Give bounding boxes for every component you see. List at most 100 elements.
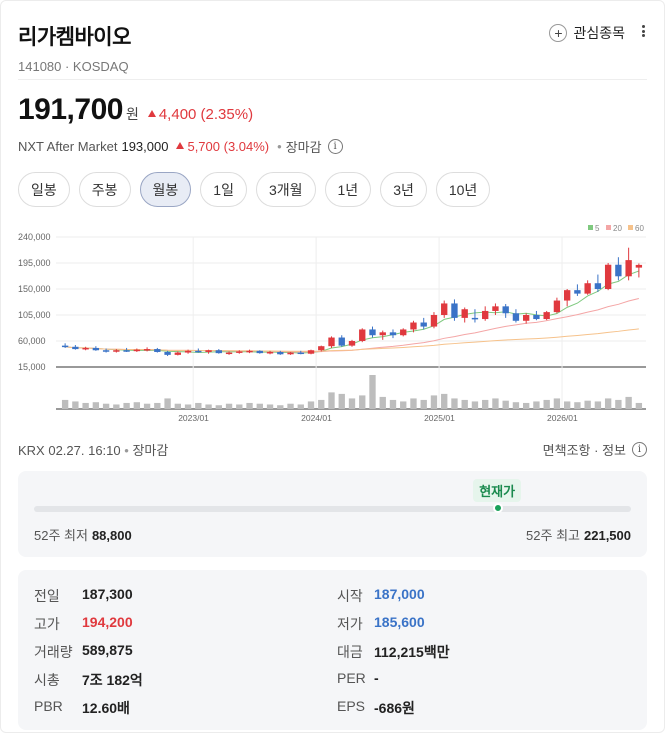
volume-bar bbox=[482, 399, 489, 409]
candle-body bbox=[522, 315, 530, 321]
volume-bar bbox=[195, 402, 202, 409]
candle-body bbox=[492, 306, 499, 311]
stat-left-1: 고가 194,200 bbox=[34, 614, 133, 634]
volume-bar bbox=[533, 401, 540, 409]
volume-bar bbox=[512, 402, 520, 409]
range-high: 52주 최고 221,500 bbox=[526, 528, 631, 543]
period-tabs: 일봉 주봉 월봉 1일 3개월 1년 3년 10년 bbox=[18, 172, 499, 207]
legend-label: 5 bbox=[595, 224, 600, 233]
volume-bar bbox=[451, 398, 458, 409]
candle-body bbox=[482, 310, 489, 320]
candle-body bbox=[277, 351, 284, 355]
volume-bar bbox=[277, 405, 284, 409]
stat-left-0: 전일 187,300 bbox=[34, 586, 133, 606]
volume-bar bbox=[297, 404, 304, 409]
stat-value: 12.60배 bbox=[82, 700, 130, 716]
candle-body bbox=[451, 303, 458, 318]
volume-bar bbox=[400, 401, 407, 409]
candle-body bbox=[205, 350, 212, 352]
tab-0[interactable]: 일봉 bbox=[18, 172, 70, 207]
stat-value: 187,000 bbox=[374, 586, 425, 602]
tab-7[interactable]: 10년 bbox=[435, 172, 491, 207]
tab-6[interactable]: 3년 bbox=[380, 172, 427, 207]
volume-bar bbox=[543, 399, 550, 409]
volume-bar bbox=[574, 402, 581, 409]
legend-label: 60 bbox=[635, 224, 644, 233]
y-tick-label: 150,000 bbox=[18, 284, 51, 294]
info-icon[interactable]: i bbox=[327, 139, 343, 154]
range-low: 52주 최저 88,800 bbox=[34, 528, 132, 543]
volume-bar bbox=[502, 400, 509, 409]
volume-bar bbox=[348, 398, 356, 409]
volume-bar bbox=[256, 403, 263, 409]
disclaimer-link[interactable]: 면책조항 · 정보 i bbox=[543, 440, 647, 459]
tab-4[interactable]: 3개월 bbox=[255, 172, 316, 207]
candle-body bbox=[604, 264, 612, 289]
price-chart[interactable]: 240,000 195,000 150,000 105,000 60,000 15,000… bbox=[18, 223, 651, 429]
more-options-icon[interactable] bbox=[639, 21, 647, 41]
price-row: 191,700 원 4,400 (2.35%) bbox=[18, 93, 253, 127]
y-tick-label: 60,000 bbox=[18, 336, 46, 346]
stat-label: PBR bbox=[34, 698, 63, 714]
volume-bar bbox=[553, 398, 561, 409]
candle-body bbox=[215, 350, 222, 354]
candle-body bbox=[594, 283, 602, 289]
x-tick-label: 2026/01 bbox=[547, 413, 578, 423]
stat-value: 185,600 bbox=[374, 614, 425, 630]
tab-5[interactable]: 1년 bbox=[324, 172, 372, 207]
candle-body bbox=[307, 350, 315, 354]
candle-body bbox=[410, 322, 417, 330]
volume-bar bbox=[205, 404, 212, 409]
candle-body bbox=[328, 337, 335, 347]
info-icon[interactable]: i bbox=[632, 442, 647, 457]
candle-body bbox=[635, 264, 643, 268]
volume-bar bbox=[430, 395, 438, 409]
candle-body bbox=[461, 309, 468, 318]
candle-body bbox=[584, 283, 591, 294]
candle-body bbox=[502, 306, 509, 314]
candle-body bbox=[236, 351, 243, 353]
nxt-status: 장마감 bbox=[285, 140, 322, 155]
tab-2[interactable]: 월봉 bbox=[139, 172, 192, 207]
ma-line-60 bbox=[65, 328, 639, 352]
volume-bar bbox=[369, 375, 376, 409]
stat-value: 187,300 bbox=[82, 586, 133, 602]
volume-bar bbox=[72, 401, 79, 409]
candle-body bbox=[369, 329, 376, 336]
plus-icon: + bbox=[549, 24, 568, 42]
candle-body bbox=[164, 351, 171, 355]
candle-body bbox=[338, 337, 345, 346]
stock-code-market: 141080 · KOSDAQ bbox=[18, 59, 129, 74]
volume-bar bbox=[143, 403, 151, 409]
volume-bar bbox=[625, 396, 632, 409]
volume-bar bbox=[102, 403, 110, 409]
candle-body bbox=[72, 346, 79, 350]
legend-swatch bbox=[628, 225, 633, 230]
candle-body bbox=[266, 351, 274, 354]
candle-body bbox=[318, 346, 325, 351]
volume-bar bbox=[225, 403, 233, 409]
candle-body bbox=[143, 349, 151, 351]
legend-swatch bbox=[606, 225, 611, 230]
range-52week: 현재가 52주 최저 88,800 52주 최고 221,500 bbox=[18, 471, 647, 557]
tab-1[interactable]: 주봉 bbox=[78, 172, 131, 207]
add-watchlist-button[interactable]: + 관심종목 bbox=[549, 23, 625, 43]
volume-bar bbox=[113, 404, 120, 409]
volume-bar bbox=[215, 405, 222, 409]
volume-bar bbox=[522, 402, 530, 409]
volume-bar bbox=[318, 399, 325, 409]
volume-bar bbox=[307, 401, 315, 409]
candle-body bbox=[512, 313, 520, 321]
stat-label: 시총 bbox=[34, 672, 60, 688]
y-tick-label: 15,000 bbox=[18, 362, 46, 372]
candle-body bbox=[184, 350, 192, 353]
stat-label: 시작 bbox=[337, 588, 363, 604]
watch-label: 관심종목 bbox=[573, 25, 625, 41]
nxt-label: NXT After Market bbox=[18, 139, 118, 154]
stats-table: 전일 187,300 고가 194,200 거래량 589,875 시총 7조 182억 PBR… bbox=[18, 570, 647, 730]
volume-bar bbox=[92, 402, 100, 409]
tab-3[interactable]: 1일 bbox=[200, 172, 247, 207]
candle-body bbox=[553, 300, 561, 313]
candle-body bbox=[441, 303, 448, 315]
x-tick-label: 2024/01 bbox=[301, 413, 332, 423]
